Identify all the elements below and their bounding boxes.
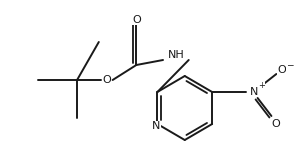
Text: −: − bbox=[286, 60, 294, 69]
Text: N: N bbox=[249, 87, 258, 97]
Text: O: O bbox=[132, 15, 141, 25]
Text: +: + bbox=[258, 80, 265, 89]
Text: N: N bbox=[152, 121, 161, 131]
Text: O: O bbox=[271, 119, 280, 129]
Text: NH: NH bbox=[168, 50, 184, 60]
Text: O: O bbox=[102, 75, 111, 85]
Text: O: O bbox=[277, 65, 286, 75]
